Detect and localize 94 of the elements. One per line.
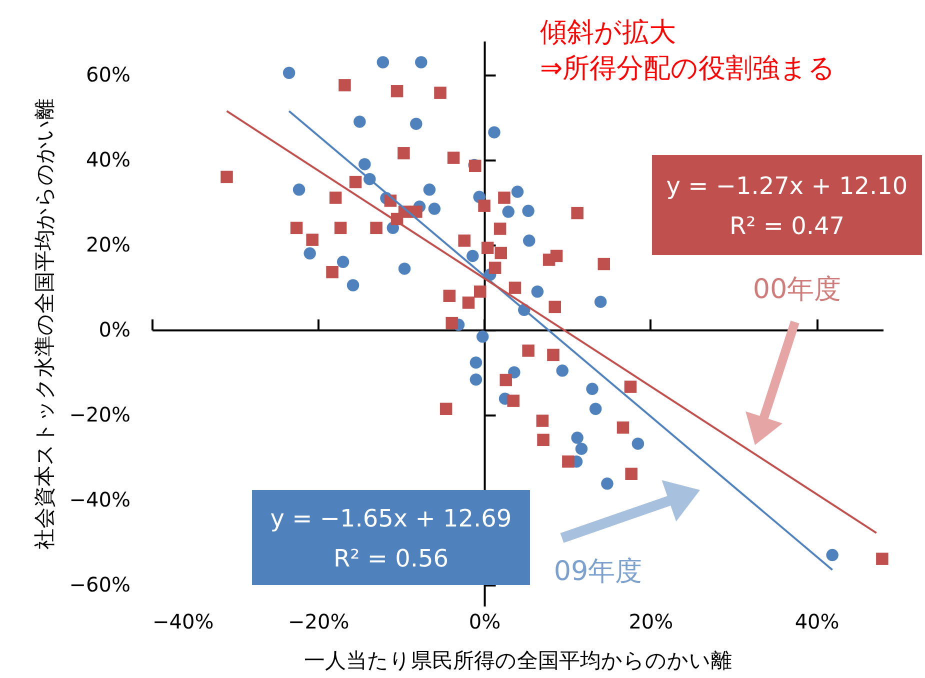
point [398,147,410,160]
point [466,250,479,262]
x-tick-label: 0% [468,610,501,634]
point [598,258,610,270]
point [370,222,382,234]
point [481,242,494,254]
point [556,364,568,377]
point [511,186,524,198]
point [304,247,316,260]
x-tick-label: 40% [794,610,840,634]
y-tick-label: −20% [69,402,130,426]
annotation: y = −1.27x + 12.10 R² = 0.47 [666,172,908,240]
point [488,126,500,138]
y-tick-label: −40% [69,487,130,512]
point [502,206,514,218]
point [390,85,404,98]
point [447,152,460,164]
point [346,279,360,292]
point [354,116,366,128]
point [440,402,452,416]
point [470,356,482,369]
x-tick-label: −20% [288,610,350,634]
point [428,202,441,215]
point [434,86,446,99]
point [494,222,506,235]
text: 00年度 [752,274,842,305]
point [537,434,550,446]
point [292,184,306,196]
point [290,222,303,234]
point [571,432,584,444]
point [220,170,233,184]
point [476,330,489,343]
point [571,206,584,220]
x-tick-label: −40% [152,610,214,634]
point [446,316,458,330]
point [462,296,475,309]
point [548,300,562,314]
point [550,250,563,262]
point [458,234,470,247]
point [575,442,588,455]
annotation: 傾斜が拡大 ⇒所得分配の役割強まる [540,17,836,84]
point [488,262,502,274]
point [632,438,644,450]
point [500,374,512,386]
y-tick-label: 0% [98,317,130,342]
point [478,200,490,212]
point [594,296,607,308]
point [547,348,560,362]
point [522,344,534,357]
x-tick-label: 20% [628,610,674,634]
point [336,256,350,268]
point [470,373,482,386]
point [508,366,520,378]
y-tick-label: 20% [86,232,130,256]
point [616,421,630,434]
point [423,184,436,196]
point [398,262,411,275]
point [562,455,574,468]
point [494,246,508,260]
point [625,468,638,480]
point [536,414,549,427]
point [876,552,888,565]
point [410,118,422,130]
point [338,79,351,92]
point [507,394,520,407]
point [329,192,342,204]
point [531,286,544,298]
x-axis-title: 一人当たり県民所得の全国平均からのかい離 [304,648,732,672]
point [522,204,534,218]
annotation: y = −1.65x + 12.69 R² = 0.56 [270,504,512,572]
point [498,192,510,204]
point [601,478,614,490]
point [523,234,536,247]
point [474,286,486,298]
point [282,66,296,79]
point [589,402,602,415]
point [826,548,838,562]
point [358,158,371,170]
y-axis-title: 社会資本ストック水準の全国平均からのかい離 [32,98,56,550]
point [443,290,456,302]
y-tick-label: 40% [86,147,130,172]
y-tick-label: −60% [69,572,130,596]
y-tick-label: 60% [86,62,130,86]
point [410,206,422,218]
point [586,382,598,396]
point [624,380,637,393]
point [306,234,318,246]
point [349,176,362,188]
point [508,282,522,294]
point [376,56,390,68]
point [415,56,428,68]
point [326,266,338,278]
point [334,222,347,234]
text: 09年度 [554,556,642,587]
